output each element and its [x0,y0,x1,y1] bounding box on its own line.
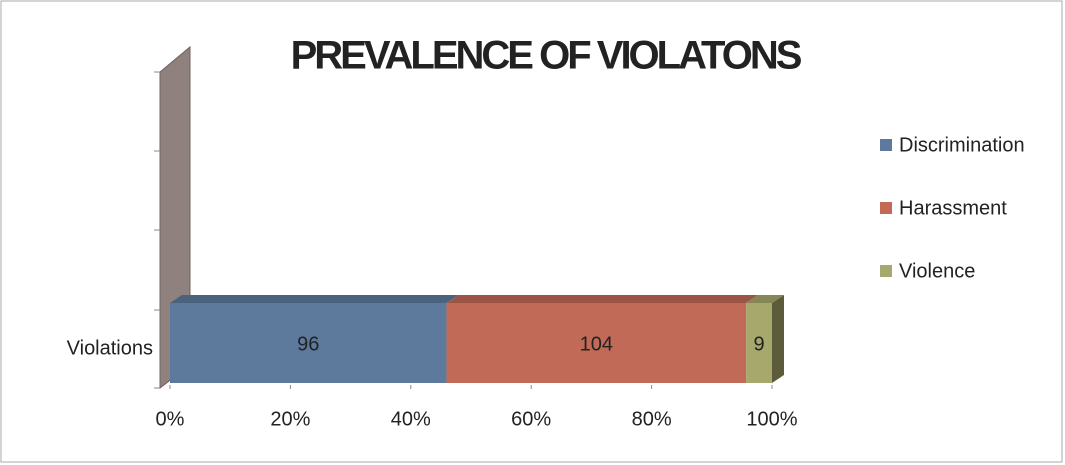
x-tick-label: 60% [511,408,551,430]
bar [746,303,772,383]
legend-label: Violence [899,260,975,282]
legend-swatch [880,265,892,277]
bar-top [170,295,459,303]
x-tick-label: 0% [156,408,185,430]
legend-label: Harassment [899,197,1007,219]
bar-top [446,295,759,303]
legend-swatch [880,202,892,214]
x-tick-label: 20% [270,408,310,430]
legend-label: Discrimination [899,134,1025,156]
data-label: 96 [297,333,319,355]
x-tick-label: 80% [632,408,672,430]
x-tick-label: 100% [746,408,797,430]
y-tick-label: Violations [67,337,153,359]
data-label: 104 [580,333,613,355]
bar [446,303,747,383]
chart-title: PREVALENCE OF VIOLATONS [291,34,802,78]
bar [170,303,447,383]
x-tick-label: 40% [391,408,431,430]
bar-top [746,295,784,303]
data-label: 9 [753,333,764,355]
bar-side [772,295,784,383]
legend-swatch [880,139,892,151]
